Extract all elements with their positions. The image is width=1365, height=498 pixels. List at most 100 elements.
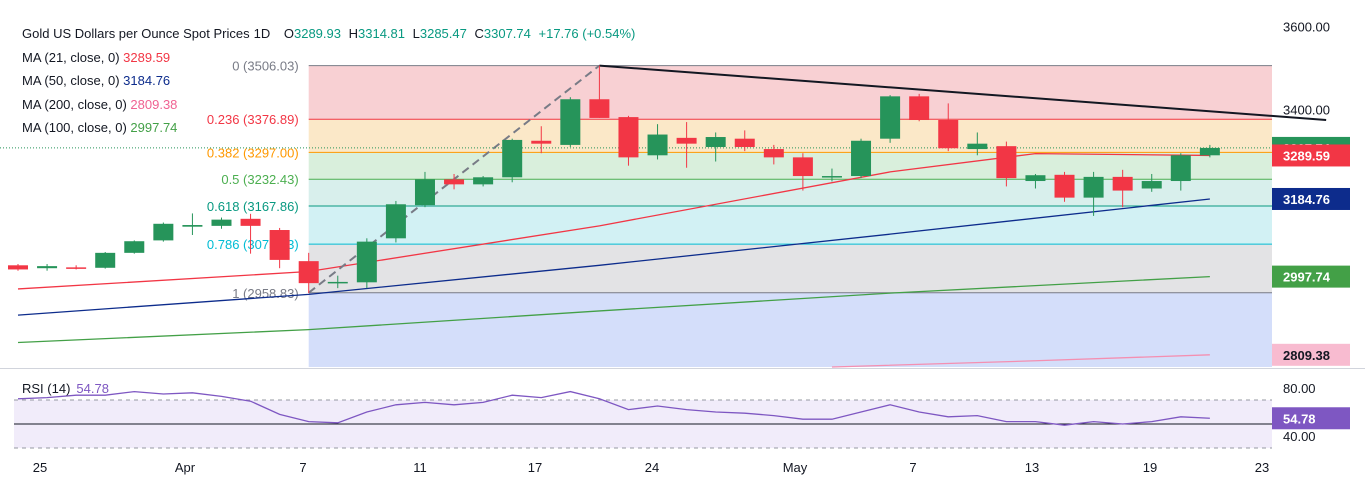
open-value: 3289.93 bbox=[293, 26, 341, 41]
candle-up bbox=[880, 96, 901, 139]
high-key: H bbox=[348, 26, 358, 41]
time-tick-label: 7 bbox=[299, 460, 306, 475]
candle-down bbox=[763, 149, 784, 158]
price-badge bbox=[1272, 343, 1350, 366]
ma100-legend[interactable]: MA (100, close, 0) 2997.74 bbox=[22, 116, 639, 140]
ma21-legend[interactable]: MA (21, close, 0) 3289.59 bbox=[22, 46, 639, 70]
candle-up bbox=[647, 134, 668, 156]
candle-down bbox=[589, 99, 610, 118]
candle-up bbox=[153, 223, 174, 241]
candle-down bbox=[1054, 174, 1075, 198]
candle-up bbox=[1199, 147, 1220, 156]
ma-line-MA100 bbox=[17, 275, 1210, 344]
header-row: Gold US Dollars per Ounce Spot Prices 1D … bbox=[22, 22, 639, 46]
candle-down bbox=[240, 218, 261, 226]
time-tick-label: 13 bbox=[1025, 460, 1039, 475]
fib-label-0.618: 0.618 (3167.86) bbox=[207, 199, 299, 214]
rsi-tick-label: 80.00 bbox=[1283, 381, 1316, 396]
fib-zone-0.236 bbox=[308, 119, 1272, 153]
rsi-line bbox=[17, 390, 1210, 426]
timeframe: 1D bbox=[253, 26, 271, 41]
price-badge bbox=[1272, 187, 1350, 210]
open-key: O bbox=[283, 26, 294, 41]
fib-zone-0.5 bbox=[308, 179, 1272, 206]
fib-label-1: 1 (2958.83) bbox=[232, 286, 299, 301]
close-key: C bbox=[474, 26, 484, 41]
price-badge bbox=[1272, 265, 1350, 288]
candle-up bbox=[1141, 181, 1162, 189]
fib-label-0: 0 (3506.03) bbox=[232, 59, 299, 74]
candle-up bbox=[1170, 155, 1191, 182]
ma100-value: 2997.74 bbox=[130, 120, 178, 135]
candle-down bbox=[298, 261, 319, 284]
candle-down bbox=[676, 137, 697, 144]
candle-down bbox=[66, 267, 87, 269]
ma200-legend[interactable]: MA (200, close, 0) 2809.38 bbox=[22, 93, 639, 117]
candle-down bbox=[909, 96, 930, 121]
ma21-value: 3289.59 bbox=[123, 49, 171, 65]
ma50-label: MA (50, close, 0) bbox=[22, 73, 120, 88]
candle-down bbox=[531, 140, 552, 144]
candle-up bbox=[356, 241, 377, 283]
price-badge-label: 3289.59 bbox=[1283, 148, 1330, 163]
time-tick-label: 25 bbox=[33, 460, 47, 475]
candle-up bbox=[182, 225, 203, 227]
time-tick-label: 17 bbox=[528, 460, 542, 475]
candle-up bbox=[37, 266, 58, 269]
close-value: 3307.74 bbox=[483, 26, 531, 41]
fib-zone-0 bbox=[308, 65, 1272, 120]
fib-label-0.5: 0.5 (3232.43) bbox=[221, 172, 298, 187]
candle-up bbox=[705, 137, 726, 147]
candle-up bbox=[851, 140, 872, 177]
rsi-badge-label: 54.78 bbox=[1283, 411, 1316, 426]
ma21-label: MA (21, close, 0) bbox=[22, 49, 120, 65]
price-badge-label: 2809.38 bbox=[1283, 348, 1330, 363]
rsi-value: 54.78 bbox=[76, 381, 109, 396]
time-tick-label: 23 bbox=[1255, 460, 1269, 475]
time-tick-label: Apr bbox=[175, 460, 196, 475]
price-badge bbox=[1272, 144, 1350, 167]
candle-down bbox=[444, 179, 465, 185]
candle-up bbox=[95, 252, 116, 268]
price-badge-label: 3184.76 bbox=[1283, 192, 1330, 207]
candle-down bbox=[938, 120, 959, 149]
rsi-tick-label: 40.00 bbox=[1283, 429, 1316, 444]
candle-down bbox=[8, 265, 28, 270]
low-value: 3285.47 bbox=[419, 26, 467, 41]
candle-down bbox=[792, 157, 813, 177]
price-tick-label: 3400.00 bbox=[1283, 103, 1330, 118]
candle-down bbox=[734, 138, 755, 147]
chart-legend: Gold US Dollars per Ounce Spot Prices 1D … bbox=[22, 22, 639, 140]
candle-down bbox=[996, 146, 1017, 179]
candle-up bbox=[385, 204, 406, 239]
fib-zone-0.618 bbox=[308, 205, 1272, 245]
time-tick-label: May bbox=[783, 460, 808, 475]
ma50-legend[interactable]: MA (50, close, 0) 3184.76 bbox=[22, 69, 639, 93]
ma-line-MA21 bbox=[17, 152, 1210, 290]
rsi-badge bbox=[1272, 407, 1350, 430]
ma-line-MA50 bbox=[17, 198, 1210, 316]
rsi-label: RSI (14) bbox=[22, 381, 71, 396]
candle-up bbox=[967, 143, 988, 150]
rsi-legend[interactable]: RSI (14) 54.78 bbox=[22, 381, 109, 396]
time-tick-label: 19 bbox=[1143, 460, 1157, 475]
trend-line bbox=[599, 64, 1327, 122]
fib-zone-extension bbox=[308, 292, 1272, 367]
candle-up bbox=[1083, 176, 1104, 198]
candle-up bbox=[124, 241, 145, 253]
symbol-title: Gold US Dollars per Ounce Spot Prices bbox=[22, 26, 250, 41]
candle-down bbox=[1112, 176, 1133, 191]
ma200-value: 2809.38 bbox=[130, 96, 178, 112]
candle-up bbox=[473, 177, 494, 185]
price-tick-label: 3600.00 bbox=[1283, 20, 1330, 35]
candle-up bbox=[821, 176, 842, 178]
price-badge-label: 2997.74 bbox=[1283, 270, 1331, 285]
candle-down bbox=[269, 230, 290, 260]
candle-up bbox=[327, 281, 348, 284]
change-value: +17.76 (+0.54%) bbox=[538, 26, 636, 41]
fib-label-0.382: 0.382 (3297.00) bbox=[207, 145, 299, 160]
low-key: L bbox=[412, 26, 420, 41]
candle-up bbox=[502, 139, 523, 178]
candle-up bbox=[1025, 175, 1046, 182]
